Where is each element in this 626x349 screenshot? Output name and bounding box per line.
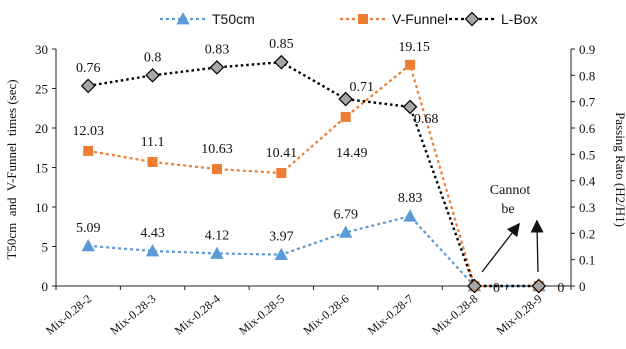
x-category-label: Mix-0.28-4 — [172, 292, 223, 338]
data-label: 0.76 — [76, 61, 101, 76]
data-label: 6.79 — [333, 207, 358, 222]
x-category-label: Mix-0.28-9 — [494, 292, 545, 338]
series-line — [88, 62, 539, 288]
x-category-label: Mix-0.28-7 — [365, 292, 416, 338]
annotation-arrow-right — [530, 219, 544, 273]
point-marker — [210, 246, 224, 259]
data-label: 19.15 — [398, 40, 430, 55]
annotation: Cannot be — [481, 183, 544, 273]
y-tick-label-right: 0.4 — [579, 174, 596, 189]
point-marker — [83, 145, 94, 156]
y-tick-label-left: 25 — [35, 82, 48, 97]
point-marker — [147, 156, 158, 167]
point-marker — [405, 59, 416, 70]
data-label: 4.43 — [140, 226, 165, 241]
y-tick-label-left: 20 — [35, 121, 48, 136]
data-label: 0.68 — [414, 112, 439, 127]
data-label: 8.83 — [398, 191, 423, 206]
y-tick-label-left: 15 — [35, 161, 48, 176]
legend-item-v-funnel: V-Funnel — [340, 11, 448, 27]
data-label: 0.71 — [349, 80, 374, 95]
point-marker — [176, 12, 190, 25]
data-label: 0.83 — [205, 42, 230, 57]
point-marker — [81, 238, 95, 252]
y-axis-title-right: Passing Rato (H2/H1) — [613, 112, 626, 227]
x-category-label: Mix-0.28-8 — [429, 292, 480, 338]
y-tick-label-left: 0 — [42, 279, 49, 294]
legend-label: V-Funnel — [392, 11, 448, 27]
series-l-box — [80, 54, 547, 294]
point-marker — [274, 247, 288, 261]
series-line — [87, 60, 539, 288]
data-label: 14.49 — [336, 146, 368, 161]
x-category-label: Mix-0.28-3 — [107, 292, 158, 338]
point-marker — [531, 278, 547, 294]
legend-label: T50cm — [212, 11, 255, 27]
legend-item-t50cm: T50cm — [160, 11, 255, 27]
data-label: 0 — [493, 281, 500, 296]
data-label: 0 — [557, 281, 564, 296]
y-tick-label-right: 0.5 — [579, 147, 595, 162]
y-tick-label-left: 10 — [35, 200, 48, 215]
point-marker — [464, 11, 480, 27]
point-marker — [276, 168, 287, 179]
x-category-label: Mix-0.28-2 — [43, 292, 94, 338]
y-tick-label-left: 30 — [35, 42, 48, 57]
point-marker — [209, 60, 225, 75]
y-tick-label-right: 0.1 — [579, 253, 595, 268]
point-marker — [403, 209, 417, 222]
legend-label: L-Box — [501, 11, 538, 27]
data-label: 11.1 — [141, 135, 165, 150]
y-tick-label-right: 0.6 — [579, 121, 596, 136]
y-tick-label-right: 0 — [579, 279, 586, 294]
point-marker — [402, 99, 418, 115]
point-marker — [145, 67, 160, 83]
point-marker — [340, 111, 351, 122]
legend: T50cm V-Funnel L-Box — [160, 11, 538, 27]
series-t50cm — [81, 209, 546, 292]
legend-item-l-box: L-Box — [449, 11, 538, 27]
data-label: 0.8 — [144, 50, 162, 65]
point-marker — [273, 54, 289, 70]
series-layer — [80, 54, 547, 294]
annotation-arrow-left — [481, 222, 520, 273]
y-tick-label-right: 0.7 — [579, 95, 596, 110]
point-marker — [467, 278, 482, 294]
axes: 0 5 10 15 20 25 30 0 0.1 0.2 0.3 0.4 0.5 0.6 0.7 0.8 0.9… — [4, 42, 626, 338]
y-tick-label-right: 0.8 — [579, 68, 595, 83]
point-marker — [145, 244, 160, 257]
data-label: 0.85 — [269, 37, 294, 52]
annotation-text-line2: be — [501, 202, 514, 217]
data-label: 4.12 — [205, 228, 230, 243]
annotation-text-line1: Cannot — [490, 183, 531, 198]
point-marker — [339, 225, 353, 238]
x-category-label: Mix-0.28-5 — [236, 292, 287, 338]
point-marker — [338, 91, 354, 107]
data-label: 12.03 — [72, 124, 104, 139]
point-marker — [211, 164, 222, 175]
y-tick-label-left: 5 — [42, 240, 49, 255]
data-labels: 5.09 4.43 4.12 3.97 6.79 8.83 12.03 11.1 10.63 10… — [72, 37, 564, 296]
x-category-label: Mix-0.28-6 — [300, 292, 351, 338]
data-label: 10.63 — [201, 142, 233, 157]
point-marker — [358, 14, 368, 24]
y-tick-label-right: 0.9 — [579, 42, 595, 57]
data-label: 10.41 — [266, 146, 298, 161]
point-marker — [80, 78, 96, 94]
data-label: 5.09 — [76, 221, 101, 236]
y-tick-label-right: 0.2 — [579, 226, 595, 241]
y-axis-title-left: T50cm and V-Funnel times (sec) — [4, 79, 19, 259]
y-tick-label-right: 0.3 — [579, 200, 595, 215]
data-label: 3.97 — [269, 230, 294, 245]
